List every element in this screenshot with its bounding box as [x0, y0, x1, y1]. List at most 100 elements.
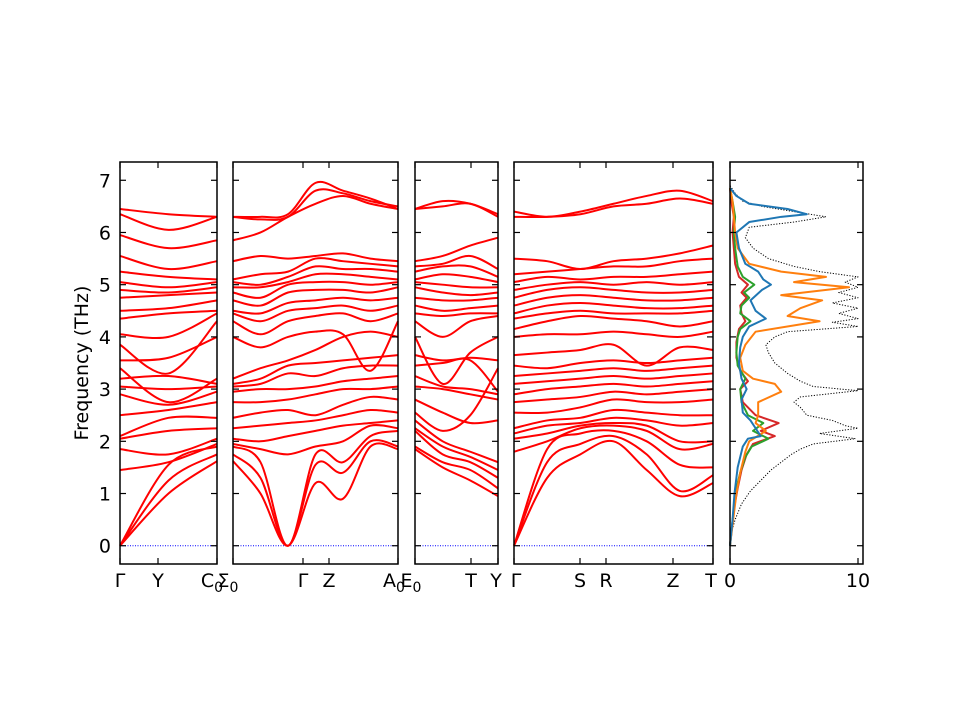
band-line [513, 424, 714, 453]
band-line [414, 427, 499, 471]
kpoint-label-t: T [464, 570, 477, 592]
band-panel-3 [414, 161, 499, 565]
band-line [119, 453, 218, 547]
panel-frame [414, 161, 499, 565]
band-line [232, 354, 399, 385]
band-line [119, 312, 218, 340]
band-line [414, 296, 499, 302]
band-line [232, 424, 399, 456]
band-line [119, 427, 218, 440]
y-tick-label: 6 [99, 222, 111, 244]
band-line [232, 395, 399, 419]
partial-dos-line [729, 187, 808, 546]
y-tick-label: 4 [99, 327, 111, 349]
band-line [119, 335, 218, 362]
band-line [232, 364, 399, 388]
band-line [414, 286, 499, 297]
band-line [232, 385, 399, 404]
band-line [119, 442, 218, 472]
kpoint-label-z: Z [666, 570, 679, 592]
band-line [513, 270, 714, 284]
band-line [119, 234, 218, 250]
dos-panel: 0 10 [724, 161, 870, 592]
band-line [119, 286, 218, 294]
band-line [414, 264, 499, 278]
band-line [414, 354, 499, 362]
band-line [232, 286, 399, 307]
band-line [513, 343, 714, 367]
dos-x-tick-label: 0 [724, 570, 736, 592]
band-line [414, 430, 499, 479]
band-line [513, 429, 714, 547]
band-line [119, 213, 218, 231]
band-line [232, 439, 399, 547]
band-line [414, 419, 499, 464]
band-panel-4 [513, 161, 714, 565]
band-line [232, 194, 399, 242]
band-line [414, 336, 499, 385]
band-line [513, 309, 714, 320]
band-line [414, 236, 499, 263]
kpoint-label-gamma: Γ [511, 570, 522, 592]
band-line [513, 257, 714, 276]
band-line [414, 385, 499, 401]
band-line [232, 419, 399, 443]
y-tick-label: 0 [99, 536, 111, 558]
band-line [513, 314, 714, 331]
band-line [119, 309, 218, 320]
band-line [513, 330, 714, 338]
band-line [232, 272, 399, 289]
band-line [119, 415, 218, 438]
band-line [414, 304, 499, 312]
band-line [119, 460, 218, 547]
band-line [513, 398, 714, 414]
band-line [414, 315, 499, 338]
kpoint-label-t: T [704, 570, 717, 592]
partial-dos-line [729, 187, 770, 546]
panel-frame [232, 161, 399, 565]
band-line [119, 281, 218, 289]
band-line [513, 380, 714, 396]
y-tick-label: 2 [99, 431, 111, 453]
band-line [119, 320, 218, 375]
band-line [232, 330, 399, 380]
band-line [232, 442, 399, 547]
band-line [414, 398, 499, 425]
band-line [232, 265, 399, 286]
y-tick-label: 3 [99, 379, 111, 401]
band-line [232, 180, 399, 219]
band-line [119, 401, 218, 417]
band-line [513, 439, 714, 547]
band-line [119, 255, 218, 271]
band-line [513, 286, 714, 299]
band-line [513, 364, 714, 378]
band-line [232, 188, 399, 221]
band-line [119, 270, 218, 281]
band-line [513, 294, 714, 307]
band-line [232, 257, 399, 281]
dos-x-tick-label: 10 [846, 570, 870, 592]
band-line [119, 299, 218, 312]
band-line [513, 434, 714, 547]
band-line [513, 356, 714, 370]
band-line [119, 291, 218, 299]
y-axis-title: Frequency (THz) [71, 286, 93, 441]
kpoint-label-z: Z [322, 570, 335, 592]
band-line [513, 301, 714, 315]
band-line [414, 281, 499, 289]
kpoint-label-y: Y [489, 570, 502, 592]
kpoint-label-y: Y [151, 570, 164, 592]
band-line [414, 254, 499, 270]
band-line [232, 429, 399, 547]
band-line [414, 312, 499, 318]
band-line [232, 304, 399, 323]
band-line [513, 416, 714, 435]
y-tick-label: 1 [99, 484, 111, 506]
band-line [232, 375, 399, 393]
kpoint-label-gamma: Γ [115, 570, 126, 592]
band-line [232, 280, 399, 299]
panel-frame [513, 161, 714, 565]
y-tick-label: 7 [99, 170, 111, 192]
